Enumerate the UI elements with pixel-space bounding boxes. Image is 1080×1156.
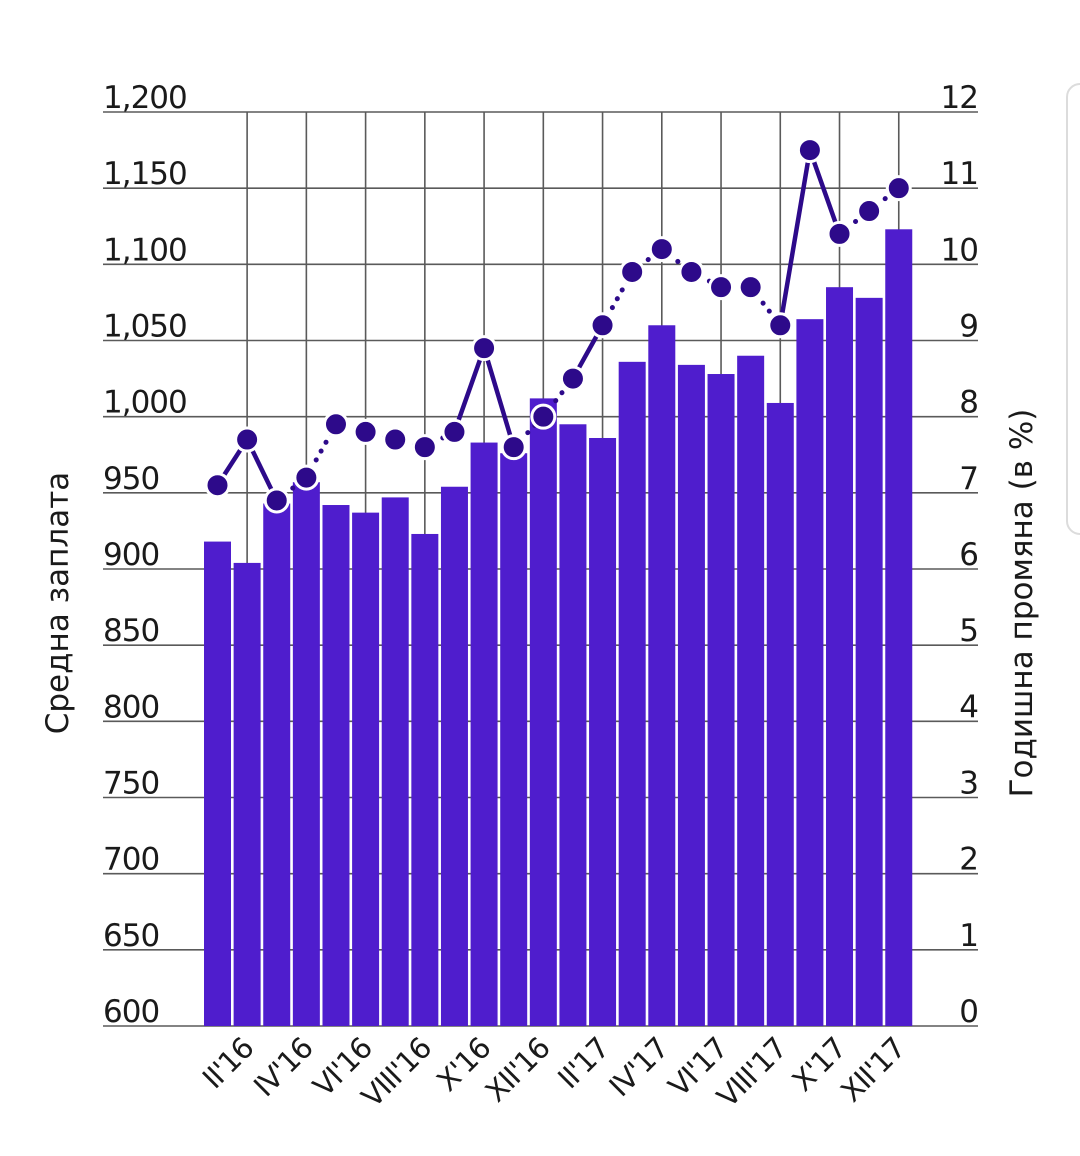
line-point [263, 487, 290, 514]
line-point [441, 418, 468, 445]
line-point [708, 274, 735, 301]
right-tick-label: 3 [959, 766, 978, 802]
right-tick-label: 1 [959, 918, 978, 954]
left-tick-label: 1,100 [103, 232, 187, 268]
x-tick-label: VIII'17 [710, 1031, 793, 1114]
line-point [737, 274, 764, 301]
line-points [204, 137, 912, 514]
x-tick-label: XII'17 [834, 1031, 912, 1109]
line-point [411, 434, 438, 461]
line-point [856, 198, 883, 225]
bar [233, 562, 261, 1026]
bar [559, 424, 587, 1026]
bar [589, 437, 617, 1026]
bar [855, 297, 883, 1026]
x-tick-label: IV'17 [602, 1031, 674, 1103]
line-point [678, 258, 705, 285]
line-segment [452, 345, 487, 435]
bar [500, 453, 528, 1026]
line-point [204, 472, 231, 499]
bar [204, 541, 231, 1026]
bar [381, 497, 409, 1026]
line-point [619, 258, 646, 285]
bar [648, 325, 676, 1026]
line-point [648, 236, 675, 263]
right-tick-label: 11 [941, 156, 978, 192]
bar [885, 229, 913, 1027]
bar [352, 512, 380, 1026]
bar [618, 361, 646, 1026]
x-tick-label: XII'16 [479, 1031, 557, 1109]
right-axis-title: Годишна промяна (в %) [1004, 409, 1040, 798]
bar [292, 482, 320, 1026]
left-axis-ticks: 600 650 700 750 800 850 900 950 1,000 1,050 1,100 1… [103, 80, 188, 1030]
right-tick-label: 4 [959, 689, 978, 725]
left-tick-label: 650 [103, 918, 159, 954]
x-axis-ticks: II'16IV'16VI'16VIII'16X'16XII'16II'17IV'… [196, 1031, 912, 1114]
left-tick-label: 750 [103, 766, 159, 802]
x-tick-label: II'17 [551, 1031, 615, 1095]
x-tick-label: II'16 [196, 1031, 260, 1095]
left-tick-label: 950 [103, 461, 159, 497]
left-tick-label: 600 [103, 994, 159, 1030]
bar [796, 319, 824, 1026]
right-tick-label: 6 [959, 537, 978, 573]
x-tick-label: IV'16 [247, 1031, 319, 1103]
bar [766, 402, 794, 1026]
right-tick-label: 10 [941, 232, 978, 268]
bar [737, 355, 765, 1026]
line-point [826, 220, 853, 247]
x-tick-label: VIII'16 [355, 1031, 438, 1114]
line-point [500, 434, 527, 461]
bar [707, 374, 735, 1027]
line-point [322, 411, 349, 438]
line-point [293, 464, 320, 491]
left-tick-label: 900 [103, 537, 159, 573]
right-tick-label: 7 [959, 461, 978, 497]
left-axis-title: Средна заплата [40, 472, 76, 735]
right-tick-label: 12 [941, 80, 978, 116]
line-segment [481, 345, 516, 450]
bar [440, 486, 468, 1026]
line-point [471, 335, 498, 362]
bar [322, 505, 350, 1026]
line-point [796, 137, 823, 164]
bar [677, 364, 705, 1027]
left-tick-label: 700 [103, 842, 159, 878]
bar [470, 442, 498, 1026]
left-tick-label: 800 [103, 689, 159, 725]
left-tick-label: 1,000 [103, 385, 187, 421]
bar-series [204, 229, 913, 1027]
right-tick-label: 5 [959, 613, 978, 649]
left-tick-label: 1,050 [103, 309, 187, 345]
bar [263, 503, 291, 1026]
right-tick-label: 2 [959, 842, 978, 878]
line-point [589, 312, 616, 339]
line-point [885, 175, 912, 202]
right-tick-label: 0 [959, 994, 978, 1030]
line-segment [807, 147, 842, 237]
bar [826, 287, 854, 1026]
line-point [767, 312, 794, 339]
line-point [382, 426, 409, 453]
line-point [559, 365, 586, 392]
line-point [530, 403, 557, 430]
left-tick-label: 850 [103, 613, 159, 649]
left-tick-label: 1,150 [103, 156, 187, 192]
side-panel-edge [1066, 83, 1080, 535]
line-segment [778, 147, 813, 328]
line-point [352, 418, 379, 445]
right-tick-label: 8 [959, 385, 978, 421]
bar [529, 398, 557, 1026]
line-segment [511, 414, 546, 450]
right-tick-label: 9 [959, 309, 978, 345]
left-tick-label: 1,200 [103, 80, 187, 116]
line-point [234, 426, 261, 453]
bar [411, 533, 439, 1026]
